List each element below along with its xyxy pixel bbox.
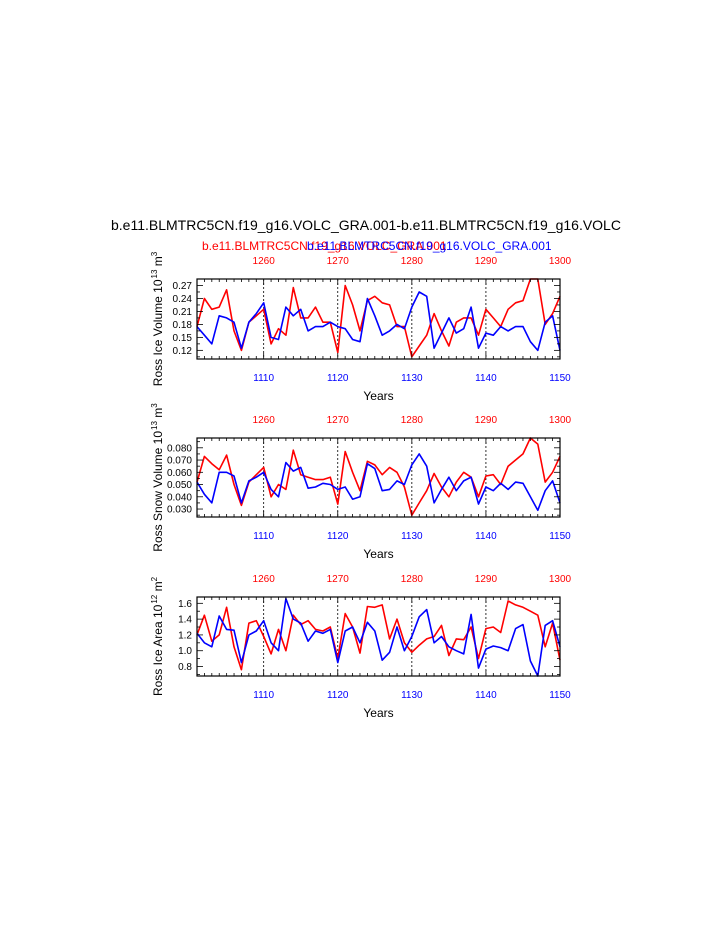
- plot-frame: [196, 596, 561, 677]
- x-tick-label-top: 1290: [475, 256, 498, 267]
- series-line-red: [196, 278, 561, 358]
- x-tick-label-top: 1290: [475, 574, 498, 585]
- x-tick-label-bottom: 1120: [327, 531, 349, 542]
- y-tick-label: 0.18: [173, 320, 193, 331]
- x-tick-label-top: 1280: [401, 574, 424, 585]
- x-tick-label-bottom: 1140: [475, 690, 497, 701]
- chart-panel-3: 1110 1120 1130 1140 1150 1260 1270 1280 1290 1300…: [150, 574, 572, 720]
- figure-subtitle-red: b.e11.BLMTRC5CN.f19_g16.VOLC_GRA.001: [202, 239, 447, 253]
- y-tick-label: 0.060: [167, 468, 192, 479]
- x-tick-label-bottom: 1110: [253, 690, 274, 701]
- x-tick-label-bottom: 1130: [401, 373, 423, 384]
- chart-panel-1: 1110 1120 1130 1140 1150 1260 1270 1280 1290 1300…: [150, 251, 572, 403]
- x-tick-label-top: 1300: [549, 574, 572, 585]
- y-tick-label: 0.050: [167, 480, 192, 491]
- y-tick-label: 1.0: [178, 646, 192, 657]
- y-tick-label: 0.030: [167, 505, 192, 516]
- x-tick-label-top: 1260: [253, 415, 276, 426]
- y-tick-label: 0.8: [178, 662, 192, 673]
- x-tick-label-bottom: 1140: [475, 531, 497, 542]
- x-tick-label-bottom: 1130: [401, 531, 423, 542]
- x-tick-label-bottom: 1150: [549, 690, 571, 701]
- series-line-blue: [196, 453, 561, 512]
- series-line-blue: [196, 291, 561, 352]
- y-tick-label: 1.2: [178, 630, 192, 641]
- x-tick-label-top: 1260: [253, 256, 276, 267]
- figure-subtitle-blue: b.e11.BLMTRC5CN.f19_g16.VOLC_GRA.001: [307, 239, 552, 253]
- x-tick-label-bottom: 1130: [401, 690, 423, 701]
- y-tick-label: 1.6: [178, 599, 192, 610]
- y-tick-label: 0.21: [173, 307, 193, 318]
- y-tick-label: 0.040: [167, 492, 192, 503]
- x-axis-title: Years: [363, 706, 393, 720]
- y-tick-label: 0.15: [173, 333, 193, 344]
- x-tick-label-top: 1270: [327, 256, 350, 267]
- y-axis-title: Ross Snow Volume 10 13 m3: [150, 403, 165, 552]
- x-tick-label-top: 1290: [475, 415, 498, 426]
- x-tick-label-top: 1300: [549, 415, 572, 426]
- x-tick-label-bottom: 1150: [549, 531, 571, 542]
- plot-frame: [196, 437, 561, 518]
- y-tick-label: 0.12: [173, 346, 193, 357]
- x-tick-label-top: 1260: [253, 574, 276, 585]
- y-axis-title: Ross Ice Area 10 12 m2: [150, 576, 165, 696]
- y-tick-label: 0.070: [167, 456, 192, 467]
- x-tick-label-bottom: 1150: [549, 373, 571, 384]
- x-axis-title: Years: [363, 547, 393, 561]
- figure-title: b.e11.BLMTRC5CN.f19_g16.VOLC_GRA.001-b.e…: [111, 217, 621, 233]
- x-tick-label-top: 1280: [401, 256, 424, 267]
- x-tick-label-top: 1300: [549, 256, 572, 267]
- series-line-red: [196, 600, 561, 671]
- y-axis-title: Ross Ice Volume 10 13 m3: [150, 251, 165, 386]
- y-tick-label: 0.080: [167, 443, 192, 454]
- x-tick-label-bottom: 1110: [253, 373, 274, 384]
- x-tick-label-top: 1270: [327, 574, 350, 585]
- chart-panel-2: 1110 1120 1130 1140 1150 1260 1270 1280 1290 1300…: [150, 403, 572, 561]
- x-tick-label-bottom: 1110: [253, 531, 274, 542]
- series-line-red: [196, 437, 561, 517]
- x-tick-label-top: 1280: [401, 415, 424, 426]
- x-tick-label-bottom: 1120: [327, 373, 349, 384]
- series-line-blue: [196, 597, 561, 677]
- x-axis-title: Years: [363, 389, 393, 403]
- chart-panels: 1110 1120 1130 1140 1150 1260 1270 1280 1290 1300…: [150, 251, 572, 720]
- y-tick-label: 0.24: [173, 294, 193, 305]
- y-tick-label: 1.4: [178, 615, 192, 626]
- plot-frame: [196, 278, 561, 360]
- x-tick-label-bottom: 1120: [327, 690, 349, 701]
- x-tick-label-bottom: 1140: [475, 373, 497, 384]
- x-tick-label-top: 1270: [327, 415, 350, 426]
- y-tick-label: 0.27: [173, 281, 193, 292]
